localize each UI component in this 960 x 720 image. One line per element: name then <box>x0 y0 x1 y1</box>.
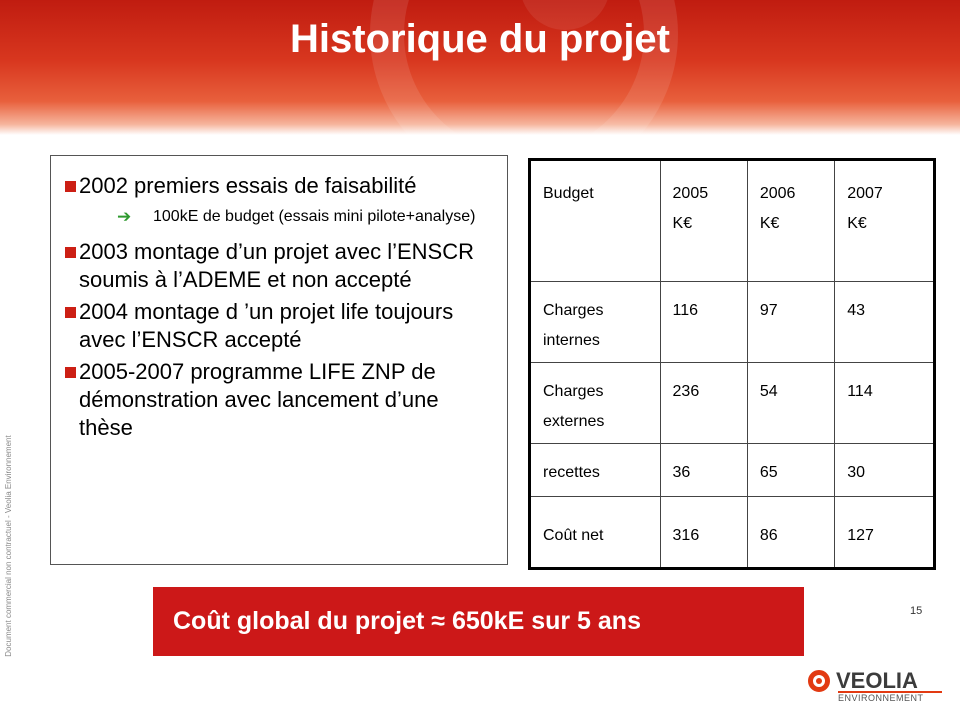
slide-header <box>0 0 960 135</box>
table-header-cell: 2006 K€ <box>746 159 836 282</box>
square-bullet-icon <box>65 307 76 318</box>
table-row: Charges internes 116 97 43 <box>529 281 935 363</box>
table-cell: 97 <box>746 281 836 363</box>
side-disclaimer: Document commercial non contractuel - Ve… <box>4 435 13 657</box>
table-row: Coût net 316 86 127 <box>529 496 935 569</box>
bullet-item: 2004 montage d ’un projet life toujours … <box>65 298 495 354</box>
table-header-cell: 2007 K€ <box>834 159 935 282</box>
total-cost-text: Coût global du projet ≈ 650kE sur 5 ans <box>173 607 641 635</box>
history-text-box: 2002 premiers essais de faisabilité ➔ 10… <box>50 155 508 565</box>
table-cell: 127 <box>834 496 935 569</box>
table-header-cell: 2005 K€ <box>659 159 748 282</box>
table-cell-label: Charges internes <box>529 281 661 363</box>
table-cell: 86 <box>746 496 836 569</box>
table-row: Charges externes 236 54 114 <box>529 362 935 444</box>
table-row: recettes 36 65 30 <box>529 443 935 497</box>
bullet-item: 2005-2007 programme LIFE ZNP de démonstr… <box>65 358 495 442</box>
table-header-row: Budget 2005 K€ 2006 K€ 2007 K€ <box>529 159 935 282</box>
table-cell: 65 <box>746 443 836 497</box>
table-header-cell: Budget <box>529 159 661 282</box>
table-cell-label: Coût net <box>529 496 661 569</box>
page-number: 15 <box>910 605 923 617</box>
logo-name: VEOLIA <box>836 668 918 693</box>
bullet-text: 2004 montage d ’un projet life toujours … <box>79 299 454 352</box>
table-cell: 54 <box>746 362 836 444</box>
budget-table: Budget 2005 K€ 2006 K€ 2007 K€ Charges inte… <box>528 158 936 570</box>
bullet-item: 2002 premiers essais de faisabilité <box>65 172 495 200</box>
table-cell: 30 <box>834 443 935 497</box>
square-bullet-icon <box>65 247 76 258</box>
table-cell: 116 <box>659 281 748 363</box>
square-bullet-icon <box>65 367 76 378</box>
page-title: Historique du projet <box>290 17 670 61</box>
square-bullet-icon <box>65 181 76 192</box>
veolia-logo-icon <box>808 670 830 692</box>
arrow-right-icon: ➔ <box>117 207 132 226</box>
table-cell-label: recettes <box>529 443 661 497</box>
bullet-text: 2005-2007 programme LIFE ZNP de démonstr… <box>79 359 439 440</box>
bullet-item: 2003 montage d’un projet avec l’ENSCR so… <box>65 238 495 294</box>
table-cell: 316 <box>659 496 748 569</box>
table-cell: 36 <box>659 443 748 497</box>
logo-underline <box>838 691 942 693</box>
table-cell: 114 <box>834 362 935 444</box>
sub-bullet-item: ➔ 100kE de budget (essais mini pilote+an… <box>65 206 495 228</box>
sub-bullet-text: 100kE de budget (essais mini pilote+anal… <box>153 208 476 225</box>
table-cell-label: Charges externes <box>529 362 661 444</box>
table-cell: 236 <box>659 362 748 444</box>
bullet-text: 2002 premiers essais de faisabilité <box>79 173 417 198</box>
total-cost-banner: Coût global du projet ≈ 650kE sur 5 ans <box>153 587 804 656</box>
header-swirl-decoration <box>370 0 678 135</box>
table-cell: 43 <box>834 281 935 363</box>
logo-tagline: ENVIRONNEMENT <box>838 693 924 703</box>
bullet-text: 2003 montage d’un projet avec l’ENSCR so… <box>79 239 475 292</box>
veolia-logo: VEOLIA ENVIRONNEMENT <box>808 666 948 706</box>
